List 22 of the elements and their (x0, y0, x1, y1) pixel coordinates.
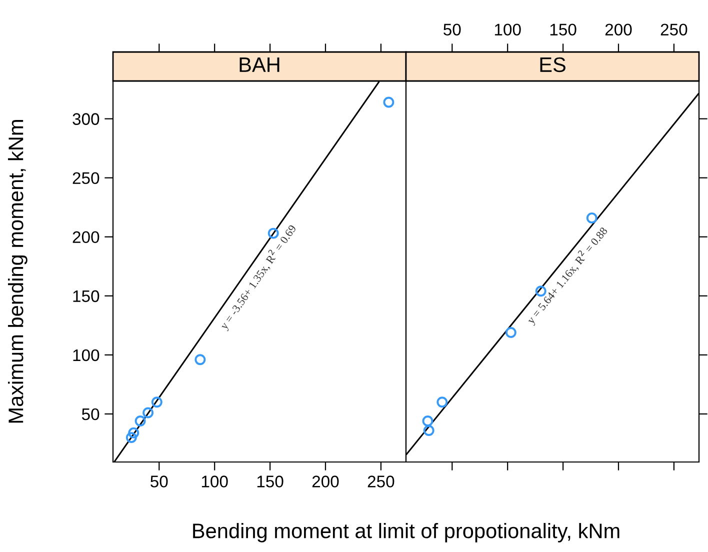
y-tick-label: 50 (82, 408, 100, 420)
x-tick-label: 250 (660, 24, 688, 36)
y-tick-label: 150 (73, 290, 100, 302)
x-axis-title: Bending moment at limit of propotionality, kNm (193, 522, 620, 542)
chart-title: ES (540, 57, 566, 72)
y-tick-label: 300 (72, 113, 100, 125)
x-tick-label: 200 (605, 24, 632, 36)
y-tick-label: 100 (73, 349, 100, 362)
x-tick-label: 150 (550, 24, 576, 36)
x-tick-label: 100 (202, 476, 228, 488)
y-tick-label: 200 (72, 231, 100, 244)
x-tick-label: 50 (444, 24, 461, 36)
x-tick-label: 200 (312, 476, 339, 488)
y-tick-label: 250 (72, 172, 100, 184)
annotation: y = 5.64+ 1.16x, R$^{2}$ = 0.88 (524, 225, 610, 326)
x-tick-label: 150 (257, 476, 284, 488)
x-tick-label: 250 (368, 476, 394, 488)
x-tick-label: 50 (150, 476, 168, 488)
x-tick-label: 100 (494, 24, 521, 36)
annotation: y = -3.56+ 1.35x, R$^{2}$ = 0.69 (218, 222, 298, 332)
chart-title: BAH (240, 58, 280, 72)
y-axis-title: Maximum bending moment, kNm (8, 120, 28, 423)
